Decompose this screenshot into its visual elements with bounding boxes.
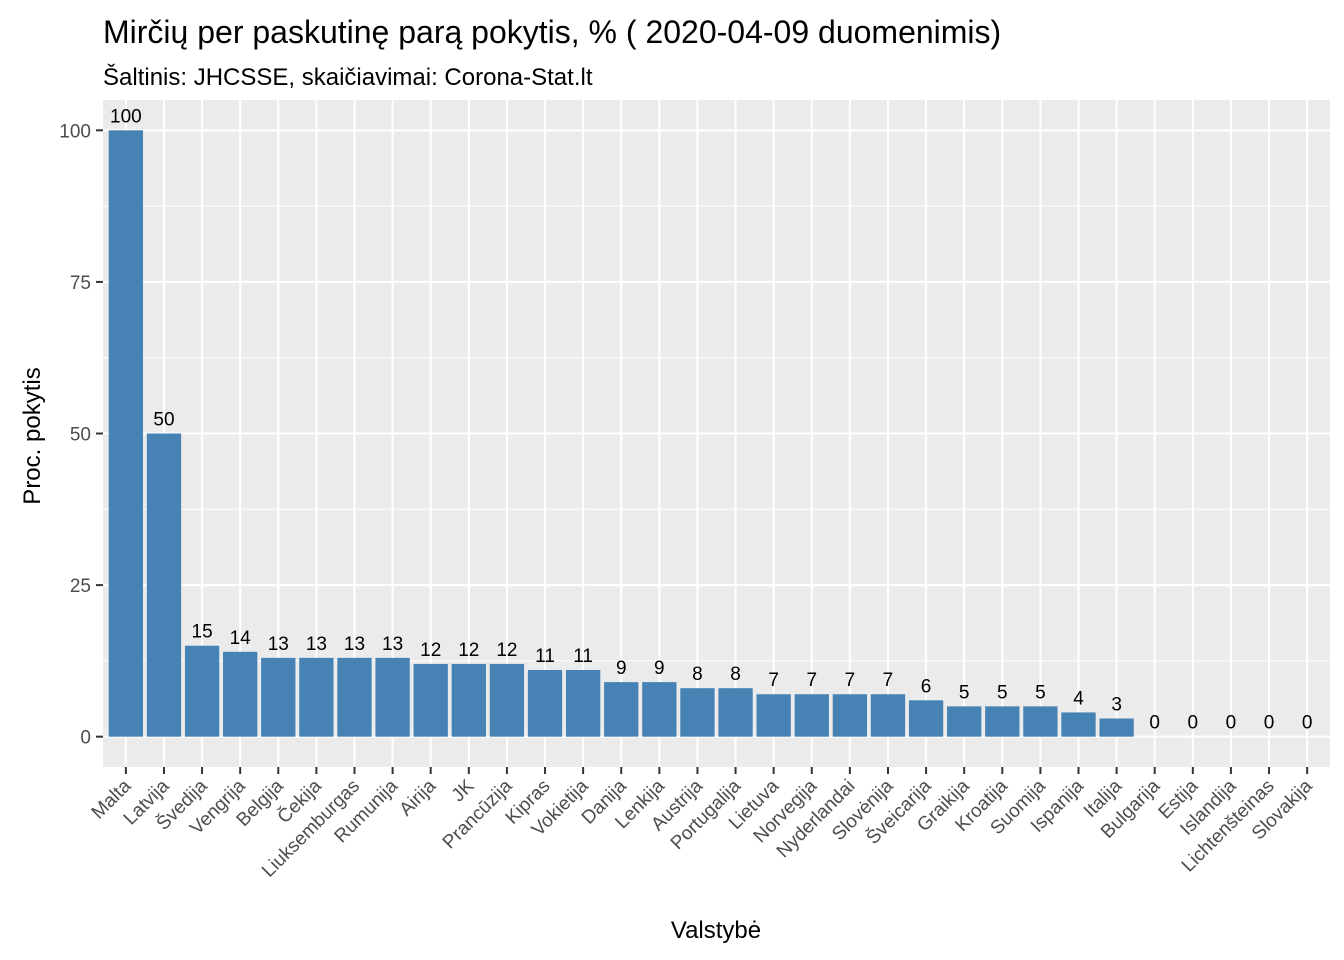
data-label: 11 [573,646,593,667]
data-label: 0 [1302,713,1313,734]
x-tick-label: Airija [396,775,441,820]
bar [299,657,334,737]
data-label: 3 [1111,694,1122,715]
data-label: 7 [806,670,817,691]
bar [908,700,944,737]
bar [794,694,829,737]
data-label: 12 [420,640,441,661]
data-label: 6 [921,676,932,697]
bar [1099,718,1134,737]
y-axis-title: Proc. pokytis [19,367,46,504]
bar [565,669,601,737]
bar [985,706,1020,737]
data-label: 5 [997,682,1008,703]
bar [261,657,296,737]
data-label: 7 [768,670,779,691]
y-tick-label: 0 [80,728,91,749]
bar [756,694,791,737]
bars [108,130,1134,737]
bar [870,694,906,737]
data-label: 0 [1188,713,1199,734]
y-tick-label: 100 [59,121,91,142]
bar [337,657,372,737]
data-labels: 100 50 15 14 13 13 13 13 12 12 12 11 11 9 9 8 8 7 7 7 7 6 5 5 5 4… [110,106,1312,733]
data-label: 8 [692,664,703,685]
data-label: 5 [959,682,970,703]
data-label: 100 [110,106,142,127]
data-label: 14 [230,628,252,649]
bar [1023,706,1058,737]
data-label: 7 [845,670,856,691]
data-label: 0 [1149,713,1160,734]
data-label: 12 [458,640,479,661]
data-label: 9 [654,658,665,679]
bar [108,130,144,737]
bar [375,657,410,737]
y-tick-label: 50 [70,425,91,446]
data-label: 13 [306,634,327,655]
bar [642,682,677,737]
data-label: 15 [192,622,213,643]
data-label: 50 [153,410,174,431]
bar [680,688,715,737]
bar [223,651,258,737]
bar [184,645,220,737]
bar [604,682,639,737]
x-tick-label: JK [448,775,479,806]
data-label: 8 [730,664,741,685]
y-tick-label: 25 [70,576,91,597]
chart-title: Mirčių per paskutinę parą pokytis, % ( 2… [103,14,1001,50]
y-axis: 0 25 50 75 100 [59,121,103,749]
chart-subtitle: Šaltinis: JHCSSE, skaičiavimai: Corona-S… [103,63,593,91]
data-label: 7 [883,670,894,691]
data-label: 9 [616,658,627,679]
data-label: 13 [268,634,289,655]
bar [527,669,563,737]
bar [146,433,182,737]
data-label: 0 [1226,713,1237,734]
data-label: 12 [496,640,517,661]
data-label: 0 [1264,713,1275,734]
x-axis-title: Valstybė [671,917,761,944]
bar [718,688,753,737]
x-axis: MaltaLatvijaŠvedijaVengrijaBelgijaČekija… [88,767,1317,882]
bar [947,706,982,737]
bar [1061,712,1096,737]
bar [489,663,525,737]
bar [451,663,486,737]
data-label: 13 [382,634,403,655]
data-label: 11 [535,646,555,667]
data-label: 4 [1073,688,1084,709]
data-label: 5 [1035,682,1046,703]
data-label: 13 [344,634,365,655]
bar [413,663,448,737]
bar [832,694,868,737]
y-tick-label: 75 [70,273,91,294]
